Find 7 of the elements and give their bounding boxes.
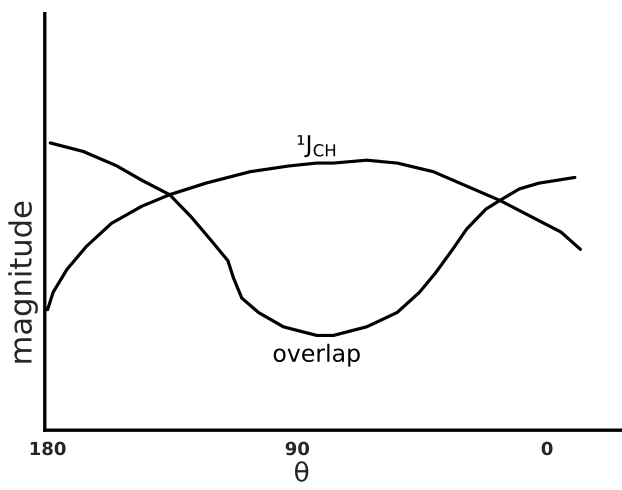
series-label: overlap: [274, 344, 360, 367]
x-tick-label: 0: [542, 442, 552, 456]
series-label: ¹J$_{CH}$: [298, 135, 336, 158]
x-axis-title: θ: [295, 461, 308, 482]
y-axis-title: magnitude: [8, 202, 38, 363]
x-tick-label: 90: [286, 442, 310, 456]
x-tick-label: 180: [30, 442, 66, 456]
